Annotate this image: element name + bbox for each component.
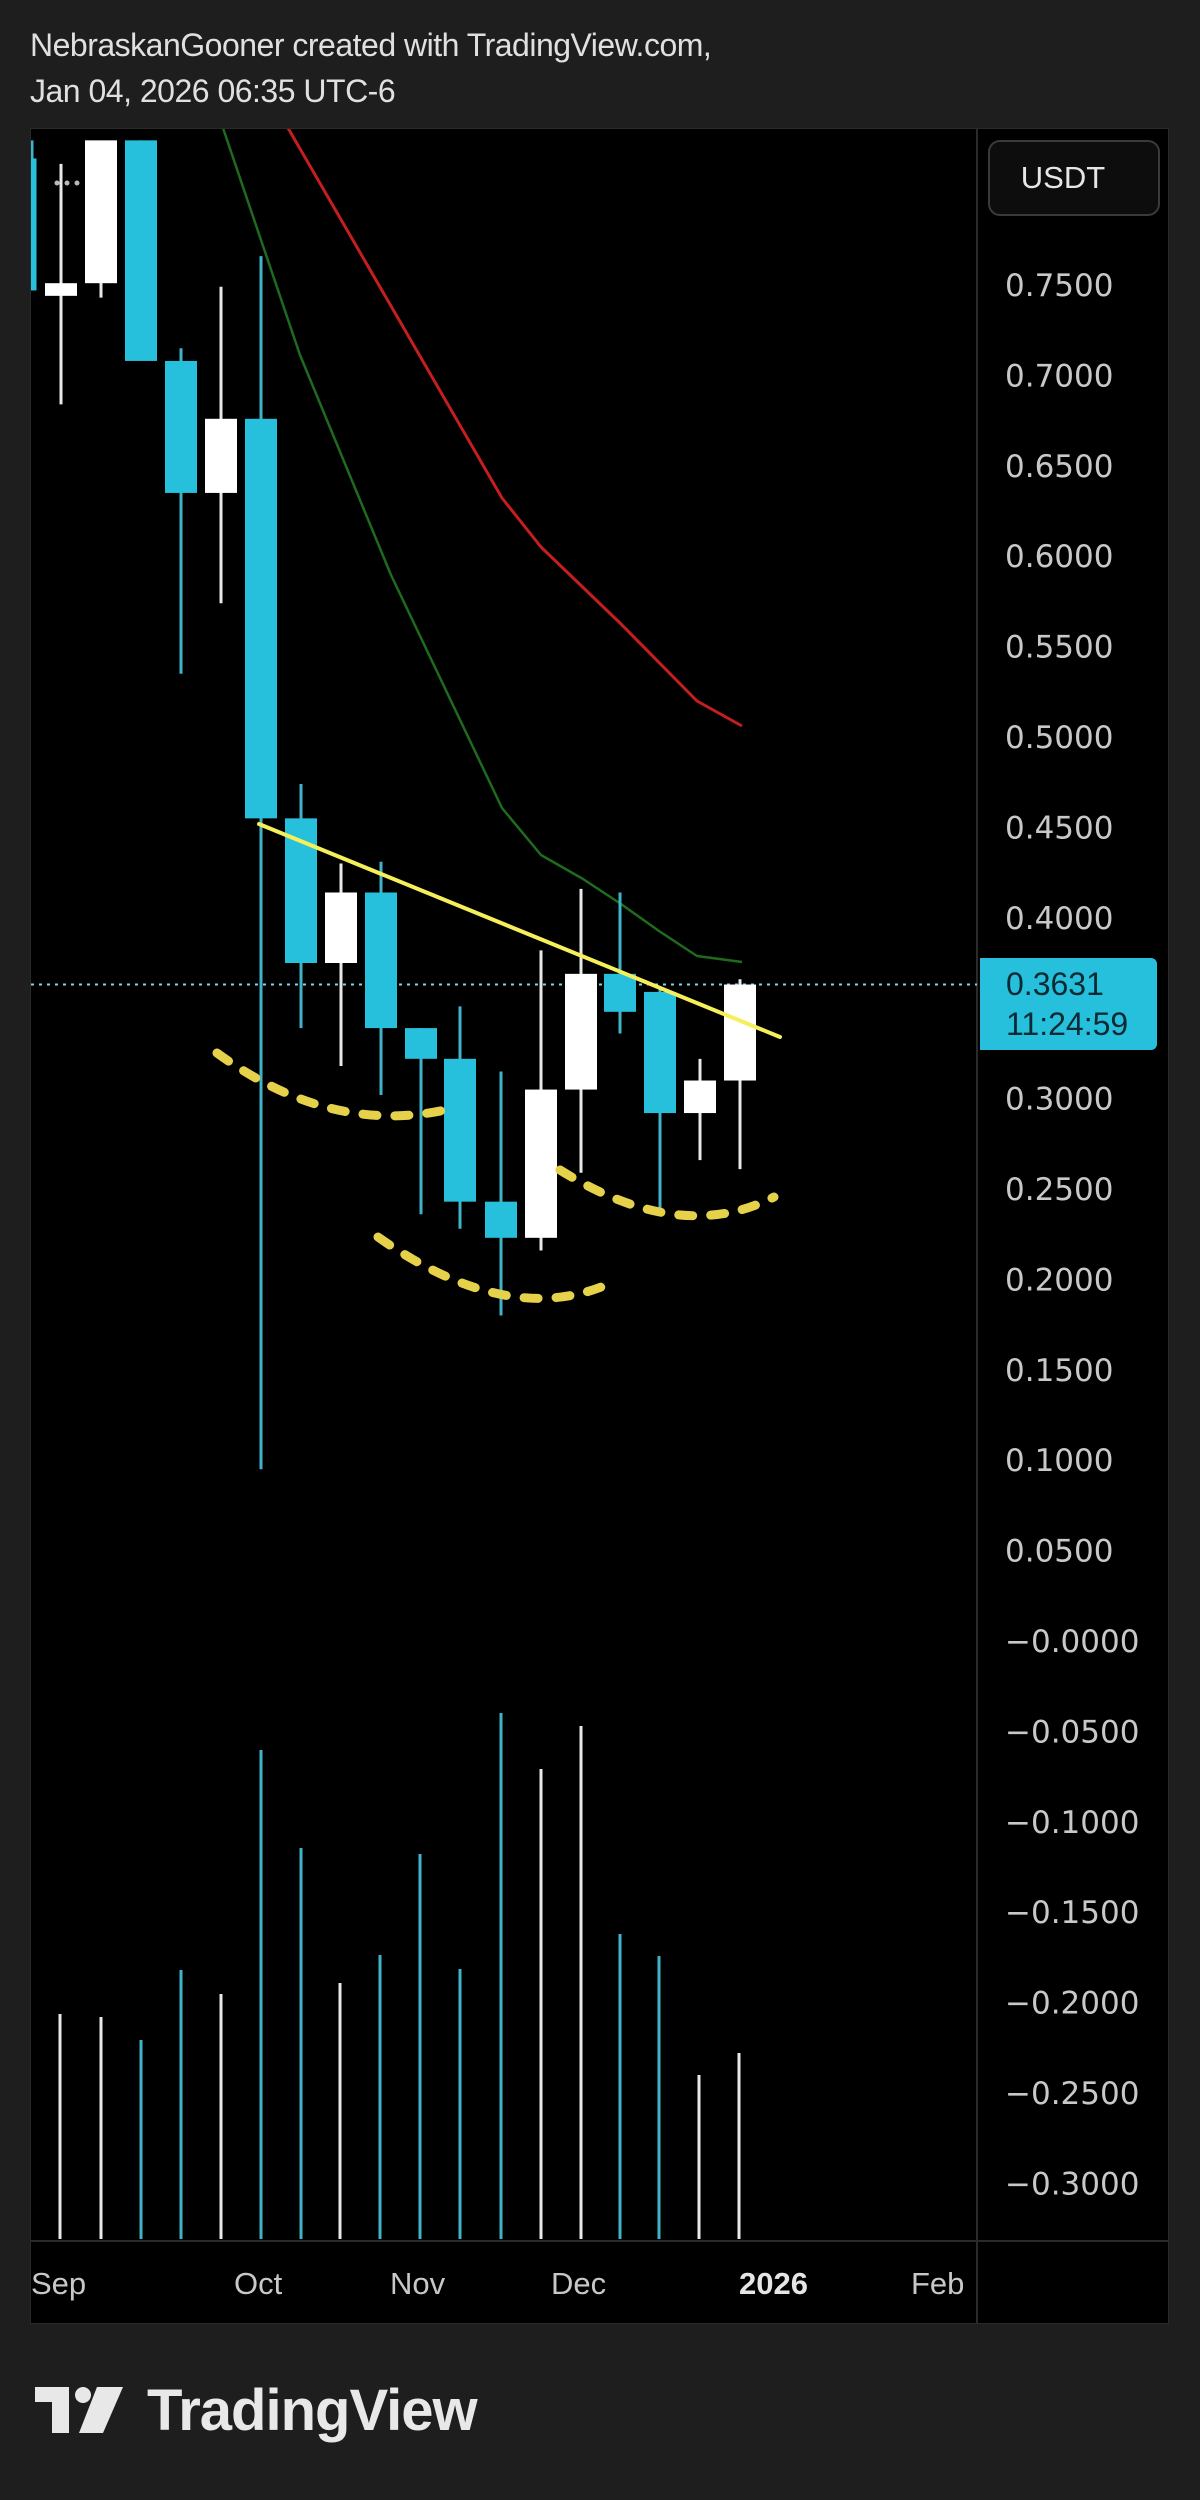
chart-header: NebraskanGooner created with TradingView… — [30, 22, 712, 114]
time-axis-label: 2026 — [739, 2266, 808, 2301]
time-axis-label: Feb — [911, 2266, 964, 2301]
more-dots-icon — [64, 180, 70, 186]
price-axis-label: 0.0500 — [1005, 1534, 1113, 1570]
candle — [525, 950, 557, 1251]
price-axis-label: 0.1500 — [1005, 1353, 1113, 1389]
candle — [325, 863, 357, 1067]
candle — [45, 163, 77, 405]
candle — [365, 861, 397, 1095]
price-axis-label: −0.3000 — [1005, 2166, 1139, 2202]
price-axis-label: −0.2500 — [1005, 2076, 1139, 2112]
time-axis-label: Sep — [31, 2266, 86, 2301]
candle — [125, 140, 157, 361]
candle — [565, 888, 597, 1173]
time-axis-label: Dec — [551, 2266, 606, 2301]
tradingview-logo[interactable]: TradingView — [35, 2378, 478, 2443]
candle — [245, 256, 277, 1470]
plot-area[interactable] — [28, 128, 978, 2239]
rounded-bottom-arc-drawing[interactable] — [373, 1232, 618, 1303]
rounded-bottom-arc-drawing[interactable] — [555, 1165, 779, 1221]
bar-countdown: 11:24:59 — [1006, 1006, 1129, 1042]
candle — [684, 1058, 716, 1161]
timestamp-text: Jan 04, 2026 06:35 UTC-6 — [30, 73, 396, 109]
currency-button[interactable]: USDT — [988, 140, 1160, 216]
ma-slow-line — [286, 129, 743, 728]
tradingview-logo-icon — [35, 2387, 123, 2433]
candle — [485, 1071, 517, 1316]
candle — [285, 784, 317, 1029]
trendline-drawing[interactable] — [257, 822, 782, 1039]
current-price-label: 0.3631 11:24:59 — [980, 958, 1157, 1050]
candle — [644, 986, 676, 1209]
price-axis-label: 0.2000 — [1005, 1262, 1113, 1298]
price-axis-label: 0.6000 — [1005, 539, 1113, 575]
candle — [444, 1006, 476, 1229]
price-axis-label: 0.3000 — [1005, 1082, 1113, 1118]
candle — [724, 979, 756, 1170]
price-axis-label: 0.2500 — [1005, 1172, 1113, 1208]
tradingview-wordmark: TradingView — [147, 2377, 478, 2443]
price-axis-label: 0.4000 — [1005, 901, 1113, 937]
more-dots-icon — [54, 180, 60, 186]
more-dots-icon — [74, 180, 80, 186]
candle — [405, 1028, 437, 1215]
price-axis-label: −0.2000 — [1005, 1986, 1139, 2022]
price-axis-label: 0.7000 — [1005, 358, 1113, 394]
candle — [205, 286, 237, 604]
time-axis-label: Oct — [234, 2266, 283, 2301]
price-axis-label: 0.4500 — [1005, 810, 1113, 846]
candle — [31, 140, 37, 291]
candle — [85, 140, 117, 298]
rounded-bottom-arc-drawing[interactable] — [212, 1048, 450, 1121]
candle — [604, 892, 636, 1034]
price-axis-label: −0.0500 — [1005, 1714, 1139, 1750]
price-axis-label: 0.6500 — [1005, 449, 1113, 485]
time-axis-label: Nov — [390, 2266, 446, 2301]
price-axis-label: −0.0000 — [1005, 1624, 1139, 1660]
candle — [165, 348, 197, 674]
price-axis-label: 0.7500 — [1005, 268, 1113, 304]
ma-fast-line — [222, 129, 743, 964]
price-axis-label: −0.1500 — [1005, 1895, 1139, 1931]
price-axis-label: 0.1000 — [1005, 1443, 1113, 1479]
attribution-text: NebraskanGooner created with TradingView… — [30, 27, 712, 63]
price-axis-label: 0.5500 — [1005, 630, 1113, 666]
price-axis-label: −0.1000 — [1005, 1805, 1139, 1841]
current-price-value: 0.3631 — [1006, 966, 1104, 1002]
price-axis-label: 0.5000 — [1005, 720, 1113, 756]
